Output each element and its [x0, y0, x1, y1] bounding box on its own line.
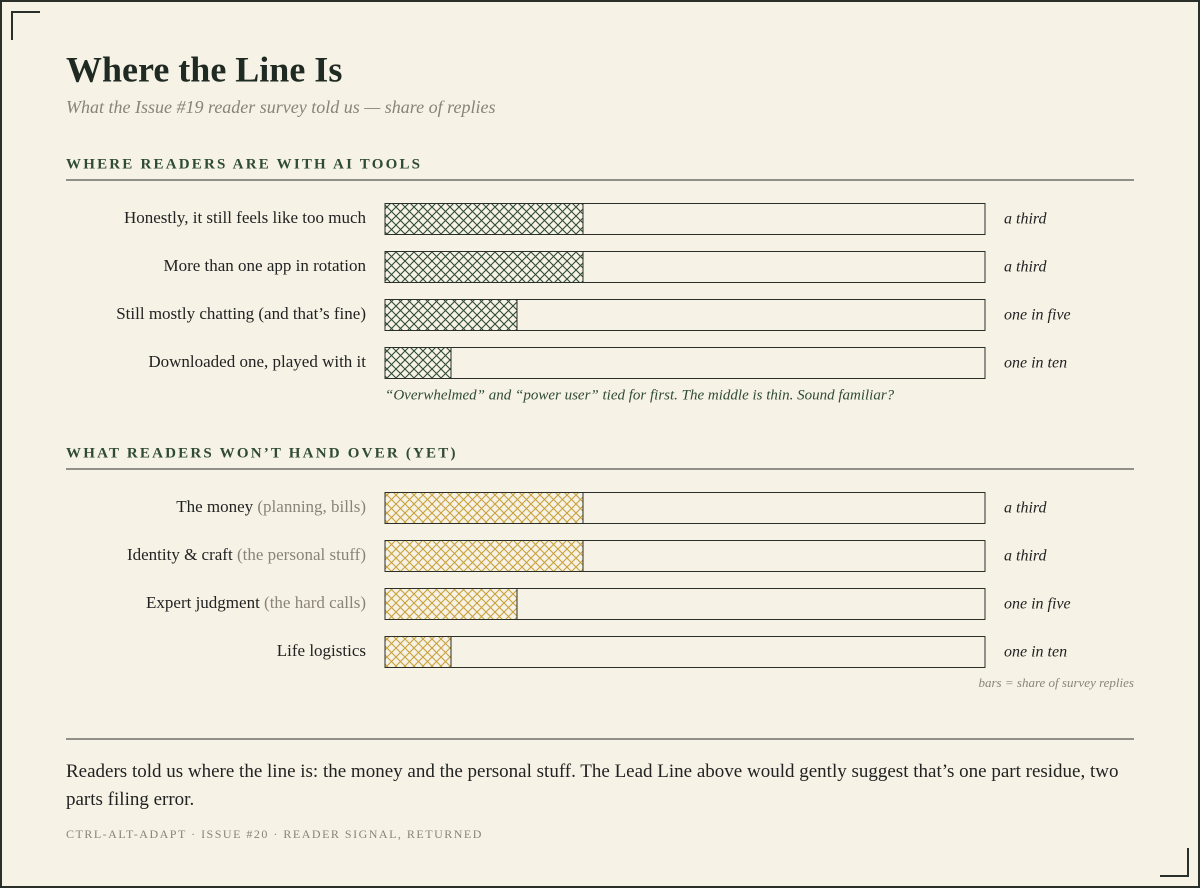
- bar: [384, 251, 584, 283]
- bar: [384, 492, 584, 524]
- category-name: The money: [176, 497, 253, 516]
- section-title: WHERE READERS ARE WITH AI TOOLS: [66, 156, 422, 172]
- value-label: a third: [1004, 259, 1048, 276]
- category-name: More than one app in rotation: [163, 256, 366, 275]
- category-name: Identity & craft: [127, 545, 233, 564]
- category-name: Honestly, it still feels like too much: [124, 208, 367, 227]
- bar: [384, 203, 584, 235]
- category-name: Expert judgment: [146, 593, 260, 612]
- bar: [384, 347, 452, 379]
- category-label: More than one app in rotation: [163, 256, 366, 275]
- category-note: (planning, bills): [257, 497, 366, 516]
- value-label: one in ten: [1004, 644, 1067, 661]
- value-label: one in five: [1004, 596, 1071, 613]
- value-label: a third: [1004, 548, 1048, 565]
- category-name: Still mostly chatting (and that’s fine): [116, 304, 366, 323]
- category-label: Downloaded one, played with it: [148, 352, 366, 371]
- category-label: The money (planning, bills): [176, 497, 366, 516]
- bar-track: [384, 347, 986, 379]
- category-label: Expert judgment (the hard calls): [146, 593, 366, 612]
- subtitle: What the Issue #19 reader survey told us…: [66, 97, 495, 117]
- value-label: a third: [1004, 500, 1048, 517]
- footer-text: Readers told us where the line is: the m…: [66, 761, 1119, 810]
- page-title: Where the Line Is: [66, 49, 342, 89]
- category-note: (the personal stuff): [237, 545, 366, 564]
- corner-mark: [11, 11, 40, 40]
- category-name: Life logistics: [277, 641, 366, 660]
- value-label: one in five: [1004, 307, 1071, 324]
- corner-mark: [1160, 848, 1189, 877]
- value-label: a third: [1004, 211, 1048, 228]
- category-label: Life logistics: [277, 641, 366, 660]
- bar: [384, 636, 452, 668]
- section-title: WHAT READERS WON’T HAND OVER (YET): [66, 445, 458, 461]
- bar: [384, 540, 584, 572]
- bar: [384, 299, 518, 331]
- bar: [384, 588, 518, 620]
- category-name: Downloaded one, played with it: [148, 352, 366, 371]
- category-label: Honestly, it still feels like too much: [124, 208, 367, 227]
- category-note: (the hard calls): [264, 593, 366, 612]
- bar-track: [384, 636, 986, 668]
- credit: CTRL-ALT-ADAPT · ISSUE #20 · READER SIGN…: [66, 827, 483, 841]
- annotation: “Overwhelmed” and “power user” tied for …: [385, 387, 895, 403]
- category-label: Still mostly chatting (and that’s fine): [116, 304, 366, 323]
- value-label: one in ten: [1004, 355, 1067, 372]
- annotation: bars = share of survey replies: [979, 675, 1135, 690]
- category-label: Identity & craft (the personal stuff): [127, 545, 366, 564]
